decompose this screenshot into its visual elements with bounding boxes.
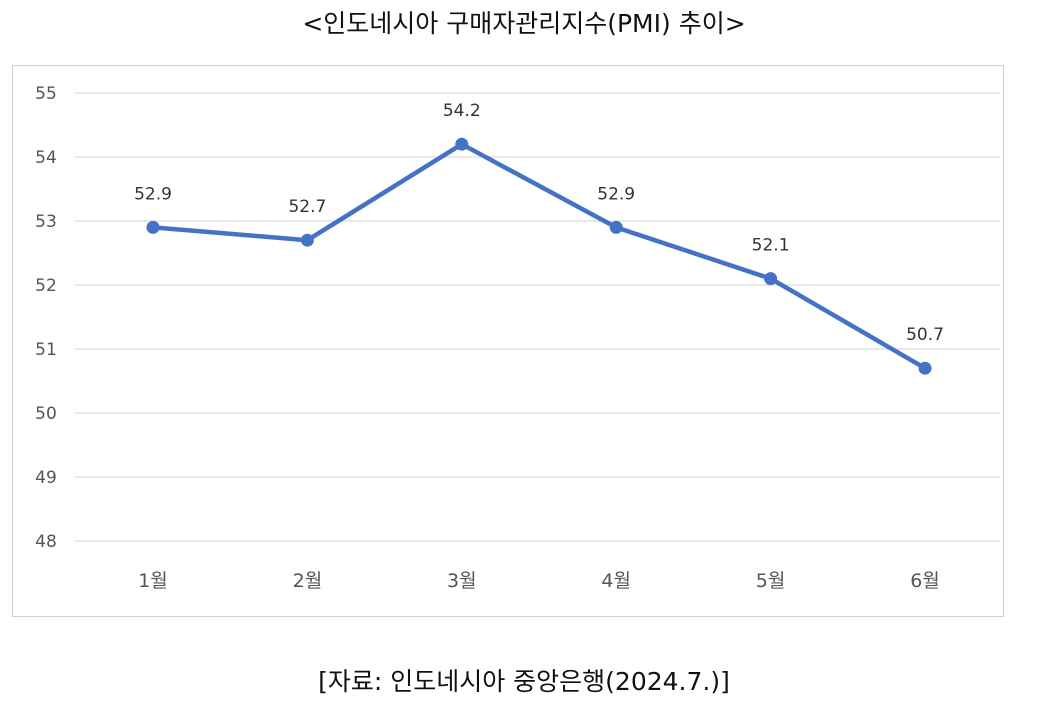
data-label: 50.7 bbox=[906, 325, 944, 345]
data-label: 52.1 bbox=[752, 236, 790, 256]
data-label: 52.9 bbox=[134, 184, 172, 204]
x-tick-label: 4월 bbox=[601, 570, 631, 592]
y-tick-label: 53 bbox=[35, 212, 57, 232]
data-point bbox=[455, 137, 469, 151]
data-point bbox=[300, 233, 314, 247]
y-tick-label: 49 bbox=[35, 468, 57, 488]
data-label: 52.9 bbox=[597, 184, 635, 204]
gridlines bbox=[75, 92, 1000, 542]
x-tick-label: 2월 bbox=[293, 570, 323, 592]
x-tick-label: 6월 bbox=[910, 570, 940, 592]
x-tick-label: 3월 bbox=[447, 570, 477, 592]
data-point bbox=[918, 361, 932, 375]
data-point bbox=[609, 220, 623, 234]
data-point bbox=[764, 272, 778, 286]
y-tick-label: 54 bbox=[35, 148, 57, 168]
y-tick-label: 51 bbox=[35, 340, 57, 360]
series-line-group bbox=[150, 141, 928, 371]
x-axis-ticks: 1월 2월 3월 4월 5월 6월 bbox=[138, 570, 940, 592]
source-note: [자료: 인도네시아 중앙은행(2024.7.)] bbox=[318, 667, 730, 696]
y-tick-label: 55 bbox=[35, 84, 57, 104]
y-axis-ticks: 48 49 50 51 52 53 54 55 bbox=[35, 84, 57, 552]
chart-title: <인도네시아 구매자관리지수(PMI) 추이> bbox=[302, 9, 746, 38]
x-tick-label: 5월 bbox=[756, 570, 786, 592]
y-tick-label: 52 bbox=[35, 276, 57, 296]
data-label: 54.2 bbox=[443, 101, 481, 121]
x-tick-label: 1월 bbox=[138, 570, 168, 592]
y-tick-label: 48 bbox=[35, 532, 57, 552]
data-point bbox=[146, 220, 160, 234]
data-points bbox=[146, 137, 932, 375]
data-label: 52.7 bbox=[288, 197, 326, 217]
data-labels: 52.9 52.7 54.2 52.9 52.1 50.7 bbox=[134, 101, 944, 345]
series-line bbox=[150, 141, 928, 371]
y-tick-label: 50 bbox=[35, 404, 57, 424]
